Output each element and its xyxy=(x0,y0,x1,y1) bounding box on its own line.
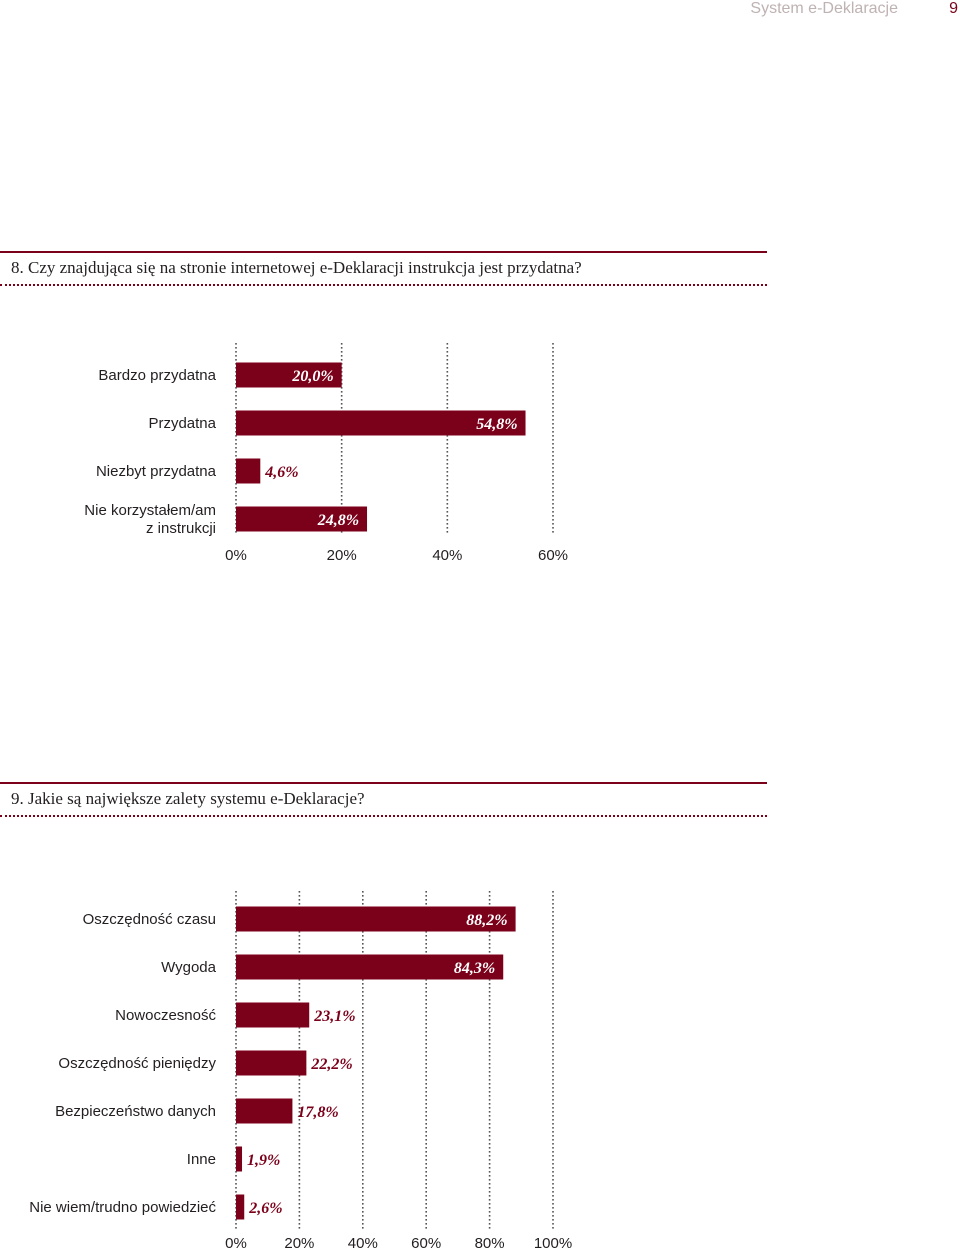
bar xyxy=(236,954,504,980)
category-label: Oszczędność czasu xyxy=(83,911,216,928)
value-label: 20,0% xyxy=(291,368,333,385)
category-label: Oszczędność pieniędzy xyxy=(58,1055,216,1072)
value-label: 4,6% xyxy=(264,464,298,481)
chart-system-advantages: Oszczędność czasu 88,2% Wygoda 84,3% Nowocze… xyxy=(29,891,572,1251)
value-label: 23,1% xyxy=(313,1008,355,1025)
bar xyxy=(236,1146,243,1172)
category-label: Nie wiem/trudno powiedzieć xyxy=(29,1199,216,1216)
category-label: Wygoda xyxy=(161,959,217,976)
bar xyxy=(236,458,261,484)
chart-instruction-usefulness: Bardzo przydatna 20,0% Przydatna 54,8% Niezb… xyxy=(84,343,568,564)
value-label: 22,2% xyxy=(310,1056,352,1073)
value-label: 2,6% xyxy=(248,1200,282,1217)
category-label: Bezpieczeństwo danych xyxy=(55,1103,216,1120)
bar xyxy=(236,506,368,532)
bar xyxy=(236,1098,293,1124)
category-label: Nowoczesność xyxy=(115,1007,216,1024)
question-rule-top xyxy=(0,782,767,784)
question-rule-bottom xyxy=(0,284,767,286)
tick-label: 0% xyxy=(225,547,247,564)
category-label: Nie korzystałem/am z instrukcji xyxy=(84,502,216,537)
bar xyxy=(236,1002,310,1028)
bar xyxy=(236,410,526,436)
question-9-title: 9. Jakie są największe zalety systemu e-… xyxy=(11,789,365,808)
tick-label: 20% xyxy=(284,1235,314,1251)
bar xyxy=(236,1194,245,1220)
page-number: 9 xyxy=(949,0,958,17)
tick-label: 40% xyxy=(432,547,462,564)
question-rule-top xyxy=(0,251,767,253)
question-8-title: 8. Czy znajdująca się na stronie interne… xyxy=(11,258,582,277)
running-header-title: System e-Deklaracje xyxy=(750,0,898,17)
category-label: Bardzo przydatna xyxy=(98,367,216,384)
tick-label: 60% xyxy=(538,547,568,564)
tick-label: 20% xyxy=(327,547,357,564)
question-rule-bottom xyxy=(0,815,767,817)
tick-label: 100% xyxy=(534,1235,572,1251)
bar xyxy=(236,1050,307,1076)
bar xyxy=(236,906,516,932)
category-label: Inne xyxy=(187,1151,216,1168)
tick-label: 40% xyxy=(348,1235,378,1251)
value-label: 88,2% xyxy=(466,912,507,929)
value-label: 84,3% xyxy=(454,960,495,977)
value-label: 54,8% xyxy=(476,416,517,433)
tick-label: 60% xyxy=(411,1235,441,1251)
category-label: Niezbyt przydatna xyxy=(96,463,217,480)
category-label: Przydatna xyxy=(148,415,216,432)
bar xyxy=(236,362,342,388)
tick-label: 80% xyxy=(475,1235,505,1251)
value-label: 24,8% xyxy=(317,512,359,529)
value-label: 17,8% xyxy=(297,1104,338,1121)
tick-label: 0% xyxy=(225,1235,247,1251)
value-label: 1,9% xyxy=(247,1152,280,1169)
